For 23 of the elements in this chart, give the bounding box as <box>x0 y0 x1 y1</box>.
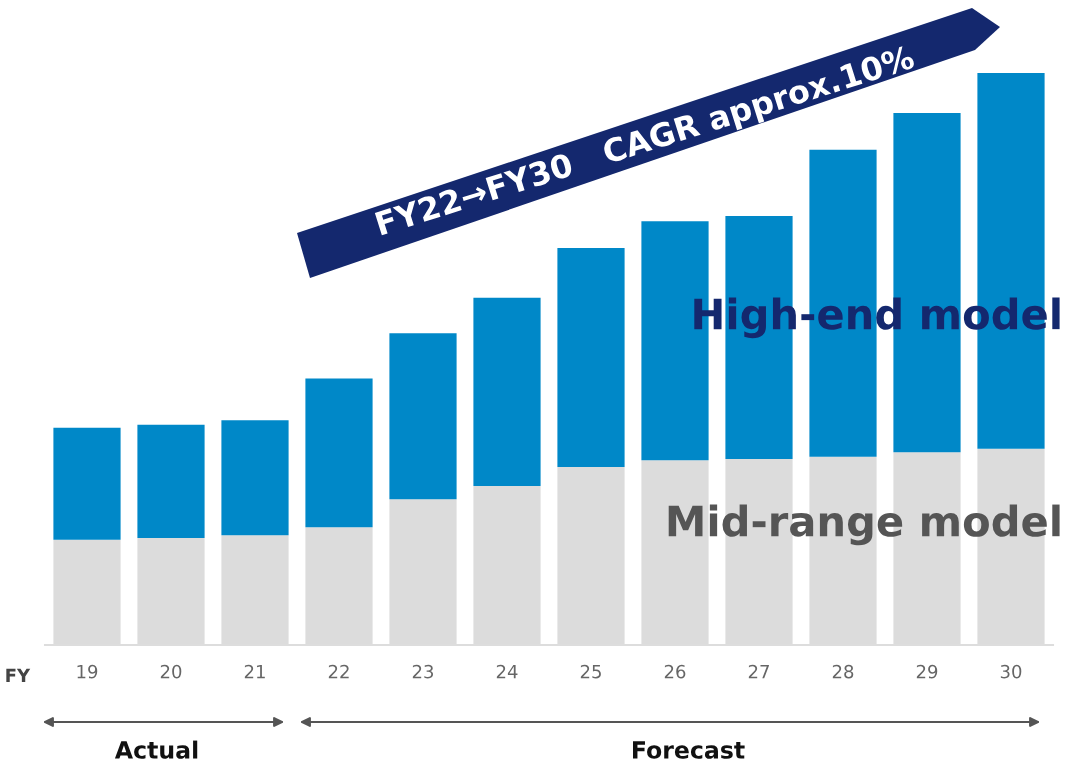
series-label: Mid-range model <box>668 504 1060 546</box>
x-tick-label: 20 <box>160 664 182 679</box>
x-tick-label: 28 <box>832 664 854 679</box>
x-tick-label: 19 <box>77 664 98 679</box>
x-tick-label: 30 <box>1000 664 1022 679</box>
bar <box>305 378 373 528</box>
x-tick-label: 23 <box>412 664 434 679</box>
bar <box>389 333 457 500</box>
x-tick-label: 21 <box>244 664 265 679</box>
bar <box>221 420 289 536</box>
x-tick-label: 27 <box>748 664 769 679</box>
bar <box>473 297 541 486</box>
text: Forecast <box>633 741 745 759</box>
x-tick-label: 26 <box>664 664 686 679</box>
x-axis-title: FY <box>6 668 31 683</box>
bar <box>53 427 121 540</box>
x-tick-label: 24 <box>496 664 518 679</box>
bar <box>557 248 625 468</box>
text: Actual <box>114 740 198 759</box>
x-tick-label: 25 <box>580 664 601 679</box>
x-tick-label: 22 <box>328 664 349 679</box>
bar <box>137 424 205 539</box>
x-tick-label: 29 <box>916 664 938 679</box>
